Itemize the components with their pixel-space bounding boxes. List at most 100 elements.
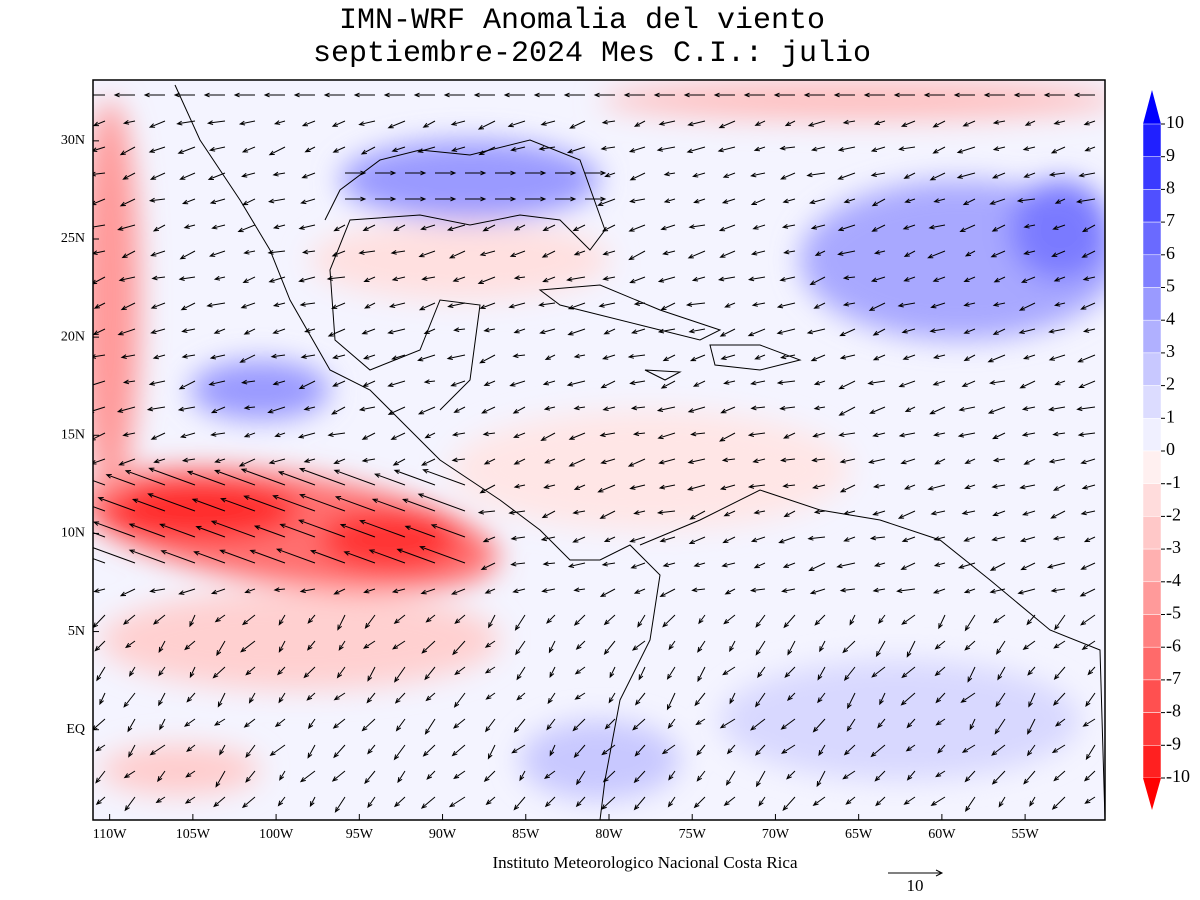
wind-arrow	[155, 796, 166, 804]
wind-arrow	[901, 536, 916, 543]
wind-arrow	[1052, 431, 1066, 437]
wind-arrow	[543, 484, 556, 489]
wind-arrow	[776, 380, 796, 385]
wind-arrow	[147, 493, 196, 512]
wind-arrow	[989, 562, 1006, 571]
wind-arrow	[927, 250, 946, 259]
wind-arrow	[183, 224, 196, 229]
wind-arrow	[418, 250, 436, 258]
wind-arrow	[573, 405, 586, 411]
wind-arrow	[932, 146, 946, 154]
wind-arrow	[868, 458, 886, 464]
wind-arrow	[213, 275, 226, 281]
wind-arrow	[542, 276, 556, 283]
wind-arrow	[332, 146, 346, 153]
wind-arrow	[963, 328, 976, 334]
wind-arrow	[569, 120, 586, 129]
wind-arrow	[150, 328, 166, 334]
wind-arrow	[1080, 510, 1096, 516]
x-tick-label: 75W	[679, 827, 707, 842]
wind-arrow	[726, 744, 736, 755]
wind-arrow	[743, 92, 765, 98]
colorbar-box	[1142, 189, 1162, 223]
wind-arrow	[269, 744, 286, 756]
axes: 110W 105W 100W 95W 90W 85W 80W 75W 70W 65W 60W 55W E…	[61, 133, 1040, 842]
wind-arrow	[786, 692, 796, 701]
wind-arrow	[838, 432, 856, 438]
wind-arrow	[818, 744, 826, 757]
wind-arrow	[510, 535, 526, 541]
wind-arrow	[391, 146, 406, 153]
wind-arrow	[149, 172, 166, 180]
wind-arrow	[307, 718, 316, 730]
wind-arrow	[752, 458, 766, 464]
wind-arrow	[687, 120, 706, 127]
wind-arrow	[602, 406, 616, 412]
wind-arrow	[393, 744, 406, 761]
wind-arrow	[299, 588, 316, 594]
wind-arrow	[513, 432, 526, 438]
wind-arrow	[243, 249, 256, 255]
wind-arrow	[567, 328, 586, 336]
wind-arrow	[842, 510, 856, 516]
wind-arrow	[239, 354, 256, 363]
wind-arrow	[754, 692, 766, 708]
wind-arrow	[573, 484, 586, 490]
wind-arrow	[719, 484, 736, 491]
colorbar-label: 9	[1166, 145, 1175, 165]
wind-arrow	[992, 457, 1006, 463]
wind-arrow	[267, 406, 286, 414]
wind-arrow	[186, 470, 226, 486]
wind-arrow	[877, 718, 886, 729]
wind-arrow	[906, 718, 916, 729]
wind-arrow	[1018, 328, 1036, 335]
wind-arrow	[599, 432, 616, 438]
wind-arrow	[420, 588, 436, 595]
wind-arrow	[718, 120, 736, 129]
wind-arrow	[362, 354, 376, 360]
wind-arrow	[755, 640, 766, 656]
wind-arrow	[123, 770, 136, 779]
wind-arrow	[446, 354, 466, 361]
wind-arrow	[150, 302, 166, 309]
wind-arrow	[513, 275, 526, 281]
colorbar-box	[1142, 287, 1162, 321]
wind-arrow	[904, 198, 916, 204]
x-tick-label: 60W	[928, 827, 956, 842]
wind-arrow	[242, 276, 256, 284]
wind-arrow	[692, 172, 706, 178]
colorbar-label: -7	[1166, 668, 1181, 688]
wind-arrow	[515, 640, 526, 656]
wind-arrow	[1079, 588, 1096, 597]
wind-arrow	[637, 614, 646, 628]
wind-arrow	[93, 480, 106, 486]
wind-arrow	[573, 587, 586, 593]
wind-arrow	[203, 92, 225, 98]
wind-arrow	[776, 328, 796, 335]
wind-arrow	[417, 146, 436, 153]
wind-arrow	[870, 146, 886, 152]
wind-arrow	[780, 457, 796, 463]
wind-arrow	[687, 458, 706, 464]
wind-arrow	[964, 640, 976, 651]
wind-arrow	[333, 458, 346, 464]
wind-arrow	[871, 198, 886, 207]
wind-arrow	[602, 770, 616, 783]
wind-arrow	[843, 666, 856, 681]
wind-arrow	[1020, 276, 1036, 283]
wind-arrow	[808, 562, 826, 572]
wind-arrow	[983, 92, 1005, 98]
wind-arrow	[928, 224, 946, 230]
wind-arrow	[817, 692, 826, 704]
wind-arrow	[273, 120, 286, 125]
wind-arrow	[778, 536, 796, 544]
wind-arrow	[783, 249, 796, 255]
wind-arrow	[516, 666, 526, 681]
wind-arrow	[362, 640, 376, 649]
wind-arrow	[402, 498, 436, 512]
wind-arrow	[668, 640, 676, 651]
wind-arrow	[719, 328, 736, 337]
wind-arrow	[593, 92, 615, 98]
wind-arrow	[719, 718, 736, 729]
wind-arrow	[811, 457, 826, 463]
